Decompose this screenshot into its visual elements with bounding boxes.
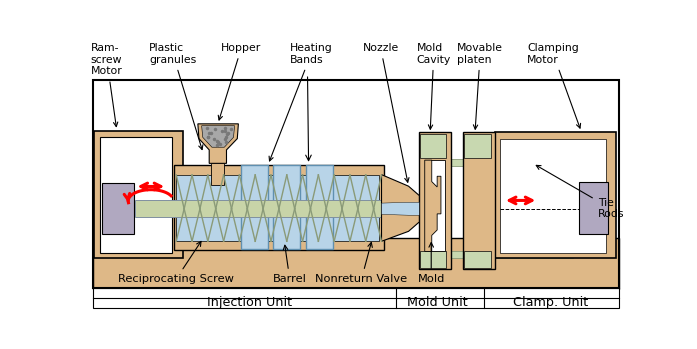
Bar: [94, 131, 183, 258]
Text: Injection Unit: Injection Unit: [206, 296, 292, 309]
Polygon shape: [198, 124, 238, 163]
Bar: [273, 165, 300, 249]
Text: Mold
Cavity: Mold Cavity: [417, 43, 451, 129]
Bar: [210, 163, 224, 185]
Text: Heating
Bands: Heating Bands: [269, 43, 332, 161]
Text: Reciprocating Screw: Reciprocating Screw: [118, 242, 234, 284]
Bar: [464, 251, 491, 268]
Polygon shape: [424, 160, 441, 252]
Text: Mold: Mold: [418, 243, 445, 284]
Bar: [579, 181, 608, 234]
Bar: [464, 134, 491, 158]
Polygon shape: [201, 126, 235, 147]
Polygon shape: [381, 174, 420, 241]
Bar: [420, 251, 574, 258]
Text: Mold Unit: Mold Unit: [407, 296, 468, 309]
Bar: [93, 80, 619, 288]
Bar: [135, 200, 383, 217]
Text: Nozzle: Nozzle: [362, 43, 409, 182]
Bar: [500, 139, 606, 253]
Bar: [241, 165, 268, 249]
Bar: [102, 183, 134, 234]
Bar: [420, 132, 451, 269]
Text: Barrel: Barrel: [273, 245, 307, 284]
Bar: [176, 174, 379, 241]
Bar: [306, 165, 333, 249]
Bar: [100, 137, 172, 253]
Text: Movable
platen: Movable platen: [457, 43, 503, 129]
Bar: [420, 251, 446, 268]
Bar: [420, 134, 446, 158]
Text: Hopper: Hopper: [218, 43, 261, 120]
Bar: [93, 288, 619, 308]
Bar: [174, 165, 384, 250]
Bar: [420, 158, 574, 166]
Text: Plastic
granules: Plastic granules: [149, 43, 203, 150]
Polygon shape: [381, 202, 420, 215]
Bar: [495, 132, 617, 258]
Text: Clamp. Unit: Clamp. Unit: [513, 296, 588, 309]
Bar: [93, 238, 619, 289]
Text: Nonreturn Valve: Nonreturn Valve: [316, 243, 408, 284]
Text: Tie
Rods: Tie Rods: [536, 165, 624, 219]
Text: Clamping
Motor: Clamping Motor: [528, 43, 581, 128]
Text: Ram-
screw
Motor: Ram- screw Motor: [91, 43, 123, 127]
Bar: [463, 132, 495, 269]
Bar: [424, 160, 445, 252]
